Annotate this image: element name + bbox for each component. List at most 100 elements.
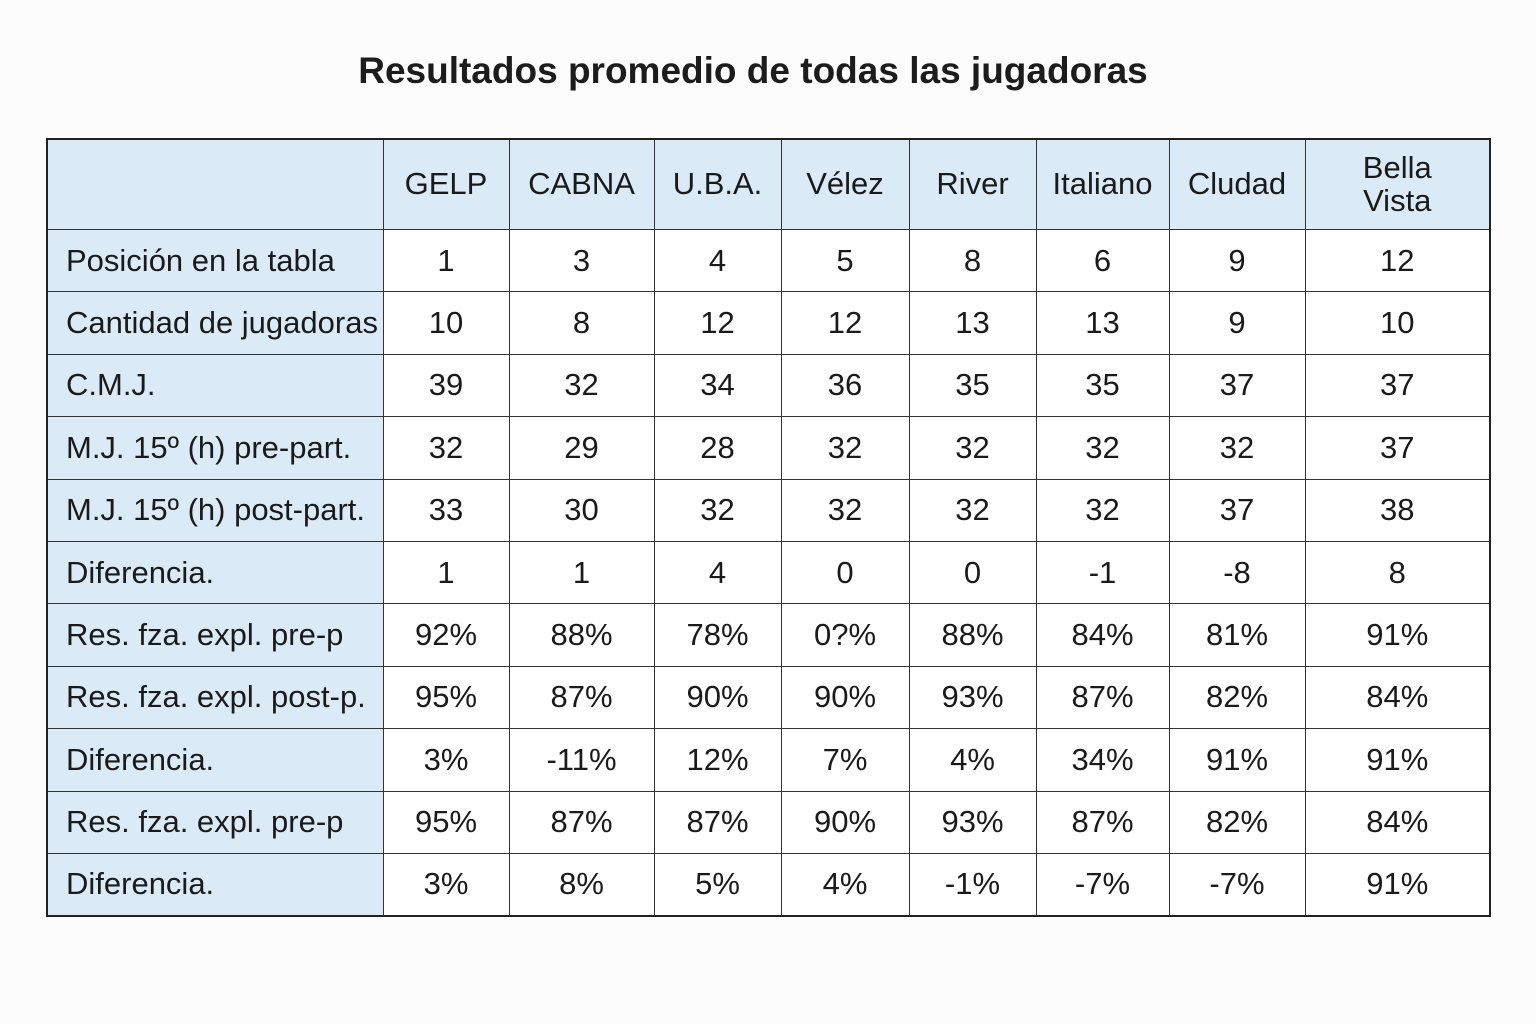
table-cell: 84% (1304, 790, 1491, 854)
row-label: M.J. 15º (h) pre-part. (46, 416, 384, 480)
table-cell: 87% (1035, 665, 1170, 730)
table-cell: 35 (1035, 353, 1170, 418)
table-row: Diferencia. 3% -11% 12% 7% 4% 34% 91% 91% (46, 728, 1491, 792)
column-header: Italiano (1035, 138, 1170, 230)
table-cell: 33 (382, 478, 510, 542)
table-row: C.M.J. 39 32 34 36 35 35 37 37 (46, 353, 1491, 418)
table-cell: 87% (508, 790, 655, 854)
column-header: GELP (382, 138, 510, 230)
table-cell: 0 (908, 540, 1037, 605)
row-label: Posición en la tabla (46, 228, 384, 293)
table-cell: 5 (780, 228, 910, 293)
table-cell: 36 (780, 353, 910, 418)
table-cell: 84% (1035, 603, 1170, 667)
table-cell: -8 (1168, 540, 1306, 605)
table-cell: -1% (908, 852, 1037, 917)
header-row: GELP CABNA U.B.A. Vélez River Italiano C… (46, 138, 1491, 230)
table-cell: 0 (780, 540, 910, 605)
table-cell: 38 (1304, 478, 1491, 542)
table-cell: 88% (908, 603, 1037, 667)
table-cell: 32 (908, 416, 1037, 480)
table-row: Posición en la tabla 1 3 4 5 8 6 9 12 (46, 228, 1491, 293)
table-cell: 32 (653, 478, 782, 542)
table-cell: 4% (908, 728, 1037, 792)
table-cell: 91% (1168, 728, 1306, 792)
table-body: Posición en la tabla 1 3 4 5 8 6 9 12 Cantidad de… (46, 228, 1491, 917)
table-cell: 1 (508, 540, 655, 605)
table-cell: 35 (908, 353, 1037, 418)
table-cell: 3% (382, 852, 510, 917)
table-cell: 8 (908, 228, 1037, 293)
table-cell: 82% (1168, 790, 1306, 854)
table-cell: 87% (653, 790, 782, 854)
column-header: River (908, 138, 1037, 230)
table-cell: 87% (1035, 790, 1170, 854)
corner-cell (46, 138, 384, 230)
table-cell: 88% (508, 603, 655, 667)
table-cell: 30 (508, 478, 655, 542)
table-cell: -1 (1035, 540, 1170, 605)
table-cell: 78% (653, 603, 782, 667)
table-row: Diferencia. 3% 8% 5% 4% -1% -7% -7% 91% (46, 852, 1491, 917)
table-cell: 37 (1304, 353, 1491, 418)
table-cell: 12 (653, 291, 782, 355)
table-cell: 87% (508, 665, 655, 730)
table-cell: 32 (1035, 416, 1170, 480)
table-cell: 34 (653, 353, 782, 418)
table-cell: 32 (1035, 478, 1170, 542)
table-cell: 93% (908, 665, 1037, 730)
table-cell: 9 (1168, 291, 1306, 355)
table-cell: -7% (1168, 852, 1306, 917)
table-cell: 13 (908, 291, 1037, 355)
table-cell: 10 (1304, 291, 1491, 355)
table-cell: 4% (780, 852, 910, 917)
table-row: Res. fza. expl. pre-p 95% 87% 87% 90% 93% 87% 8… (46, 790, 1491, 854)
table-row: Diferencia. 1 1 4 0 0 -1 -8 8 (46, 540, 1491, 605)
table-cell: 5% (653, 852, 782, 917)
table-cell: -7% (1035, 852, 1170, 917)
column-header: Cludad (1168, 138, 1306, 230)
page-title: Resultados promedio de todas las jugador… (358, 50, 1148, 91)
table-cell: 4 (653, 540, 782, 605)
row-label: C.M.J. (46, 353, 384, 418)
table-cell: 34% (1035, 728, 1170, 792)
table-cell: 93% (908, 790, 1037, 854)
table-cell: 10 (382, 291, 510, 355)
row-label: Diferencia. (46, 540, 384, 605)
table-cell: 13 (1035, 291, 1170, 355)
row-label: Res. fza. expl. post-p. (46, 665, 384, 730)
table-cell: 8% (508, 852, 655, 917)
table-cell: 32 (382, 416, 510, 480)
table-cell: -11% (508, 728, 655, 792)
table-cell: 90% (780, 665, 910, 730)
results-table: GELP CABNA U.B.A. Vélez River Italiano C… (46, 138, 1491, 917)
table-cell: 82% (1168, 665, 1306, 730)
table-cell: 90% (780, 790, 910, 854)
table-cell: 9 (1168, 228, 1306, 293)
column-header: U.B.A. (653, 138, 782, 230)
row-label: Res. fza. expl. pre-p (46, 790, 384, 854)
table-cell: 32 (780, 478, 910, 542)
table-cell: 32 (780, 416, 910, 480)
table-cell: 4 (653, 228, 782, 293)
table-cell: 12 (780, 291, 910, 355)
table-cell: 8 (1304, 540, 1491, 605)
column-header: Vélez (780, 138, 910, 230)
table-cell: 32 (1168, 416, 1306, 480)
row-label: Cantidad de jugadoras (46, 291, 384, 355)
table-row: Cantidad de jugadoras 10 8 12 12 13 13 9 10 (46, 291, 1491, 355)
table-cell: 0?% (780, 603, 910, 667)
table-cell: 32 (508, 353, 655, 418)
table-cell: 39 (382, 353, 510, 418)
table-cell: 29 (508, 416, 655, 480)
table-cell: 91% (1304, 603, 1491, 667)
table-cell: 37 (1168, 353, 1306, 418)
table-cell: 12 (1304, 228, 1491, 293)
table-cell: 28 (653, 416, 782, 480)
table-cell: 90% (653, 665, 782, 730)
table-cell: 32 (908, 478, 1037, 542)
table-cell: 84% (1304, 665, 1491, 730)
table-cell: 81% (1168, 603, 1306, 667)
table-cell: 95% (382, 665, 510, 730)
